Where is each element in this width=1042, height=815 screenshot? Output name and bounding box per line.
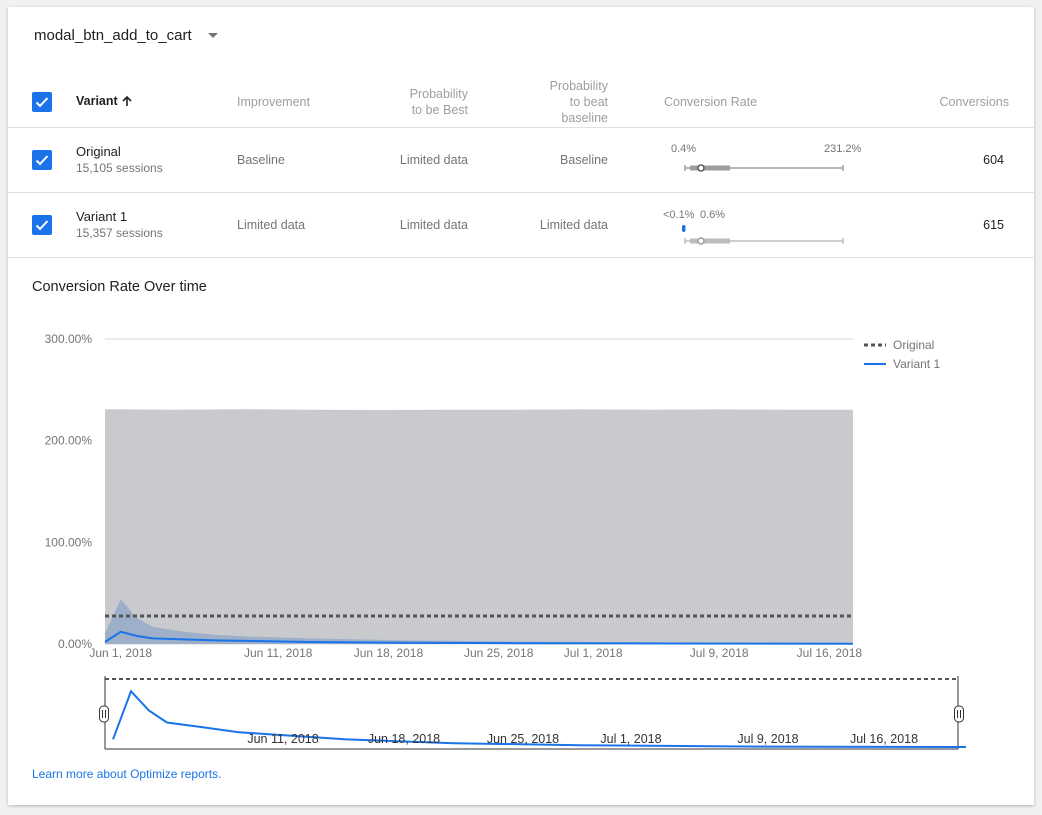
- cr-interquartile-bar: [690, 165, 730, 171]
- x-tick-label: Jul 1, 2018: [564, 646, 623, 660]
- variant-header-label: Variant: [76, 94, 118, 108]
- y-tick-label: 300.00%: [45, 332, 93, 346]
- improvement-cell: Limited data: [237, 218, 306, 232]
- variant-sessions: 15,105 sessions: [76, 161, 163, 175]
- variant-name: Variant 1: [76, 209, 128, 224]
- row-checkbox[interactable]: [32, 215, 52, 235]
- navigator-tick-label: Jun 25, 2018: [487, 732, 559, 746]
- prob-beat-cell: Baseline: [560, 153, 608, 167]
- conversions-cell: 615: [983, 218, 1004, 232]
- variant-column-header[interactable]: Variant: [76, 94, 133, 108]
- table-row: Original 15,105 sessions Baseline Limite…: [8, 128, 1034, 193]
- navigator-right-handle: [954, 705, 964, 723]
- navigator-tick-label: Jul 1, 2018: [600, 732, 661, 746]
- variant-cell: Original 15,105 sessions: [76, 144, 163, 176]
- table-header: Variant Improvement Probability to be Be…: [8, 69, 1034, 128]
- prob-beat-cell: Limited data: [539, 218, 608, 232]
- navigator-series-variant-1: [112, 689, 967, 748]
- navigator-tick-label: Jul 16, 2018: [850, 732, 918, 746]
- y-tick-label: 100.00%: [45, 535, 93, 549]
- cr-low-label: <0.1%: [663, 209, 695, 221]
- conversions-cell: 604: [983, 153, 1004, 167]
- prob-beat-header-line3: baseline: [561, 111, 608, 125]
- improvement-header: Improvement: [237, 95, 310, 109]
- x-tick-label: Jun 11, 2018: [244, 646, 313, 660]
- prob-best-header-line2: to be Best: [411, 103, 468, 117]
- series-line-variant-1: [104, 630, 854, 645]
- chart-title: Conversion Rate Over time: [32, 279, 207, 295]
- prob-beat-header-line1: Probability: [549, 79, 608, 93]
- check-icon: [35, 155, 49, 166]
- prob-beat-header: Probability to beat baseline: [508, 78, 608, 126]
- y-tick-label: 0.00%: [58, 637, 92, 651]
- cr-median-marker: [697, 164, 705, 172]
- navigator-tick-label: Jul 9, 2018: [737, 732, 798, 746]
- prob-best-header-line1: Probability: [409, 87, 468, 101]
- variant-sessions: 15,357 sessions: [76, 226, 163, 240]
- improvement-cell: Baseline: [237, 153, 285, 167]
- x-tick-label: Jun 1, 2018: [89, 646, 152, 660]
- navigator-left-handle: [99, 705, 109, 723]
- x-tick-label: Jun 25, 2018: [464, 646, 534, 660]
- check-icon: [35, 220, 49, 231]
- x-tick-label: Jul 16, 2018: [797, 646, 863, 660]
- report-card: modal_btn_add_to_cart Variant Improvemen…: [8, 7, 1034, 805]
- conversion-rate-range: 0.4% 231.2%: [671, 143, 862, 172]
- y-tick-label: 200.00%: [45, 434, 93, 448]
- select-all-checkbox[interactable]: [32, 92, 52, 112]
- navigator-tick-label: Jun 11, 2018: [247, 732, 318, 746]
- cr-high-label: 231.2%: [824, 143, 862, 155]
- prob-beat-header-line2: to beat: [569, 95, 608, 109]
- original-confidence-band: [105, 409, 853, 644]
- check-icon: [35, 97, 49, 108]
- date-range-navigator[interactable]: Jun 11, 2018 Jun 18, 2018 Jun 25, 2018 Jul …: [8, 662, 1034, 757]
- cr-low-label: 0.4%: [671, 143, 696, 155]
- prob-best-header: Probability to be Best: [368, 86, 468, 118]
- arrow-up-icon: [122, 95, 132, 106]
- original-interquartile-bar: [690, 238, 730, 244]
- conversion-rate-header: Conversion Rate: [664, 95, 758, 109]
- original-median-marker: [697, 237, 705, 245]
- variant-name: Original: [76, 144, 121, 159]
- legend-label-original: Original: [893, 338, 934, 352]
- conversion-rate-chart: 300.00% 200.00% 100.00% 0.00%Jun 1, 2018 Jun…: [45, 332, 941, 660]
- x-tick-label: Jun 18, 2018: [354, 646, 424, 660]
- prob-best-cell: Limited data: [399, 153, 468, 167]
- legend-label-variant-1: Variant 1: [893, 357, 940, 371]
- x-tick-label: Jul 9, 2018: [690, 646, 749, 660]
- learn-more-link[interactable]: Learn more about Optimize reports.: [32, 767, 222, 781]
- navigator-tick-label: Jun 18, 2018: [368, 732, 440, 746]
- variant-cell: Variant 1 15,357 sessions: [76, 209, 163, 241]
- experiment-name: modal_btn_add_to_cart: [34, 27, 192, 44]
- conversions-header: Conversions: [939, 95, 1009, 109]
- row-checkbox[interactable]: [32, 150, 52, 170]
- prob-best-cell: Limited data: [399, 218, 468, 232]
- conversion-rate-range: <0.1% 0.6%: [663, 209, 844, 245]
- variant-cr-marker: [682, 225, 686, 232]
- experiment-dropdown[interactable]: modal_btn_add_to_cart: [34, 27, 218, 44]
- cr-high-label: 0.6%: [700, 209, 725, 221]
- caret-down-icon: [207, 33, 218, 38]
- table-row: Variant 1 15,357 sessions Limited data L…: [8, 193, 1034, 258]
